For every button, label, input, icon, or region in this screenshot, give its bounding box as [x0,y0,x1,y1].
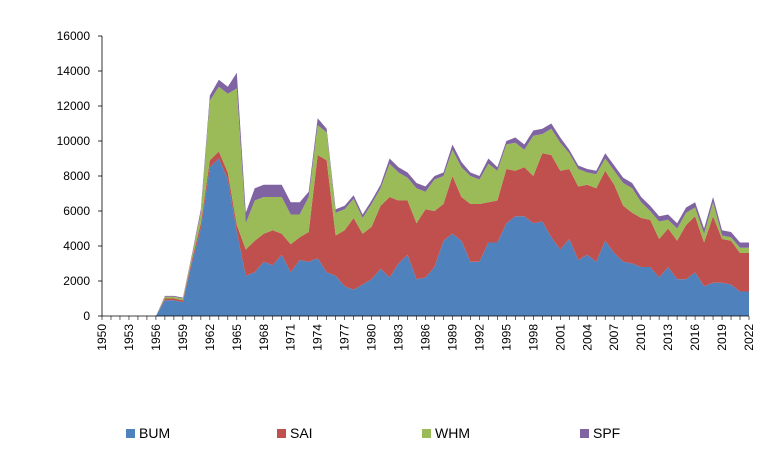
legend-swatch-whm [422,429,431,438]
x-tick-label: 1956 [149,324,163,351]
y-tick-label: 10000 [57,134,91,148]
legend-item-sai: SAI [277,425,313,441]
y-tick-label: 6000 [63,204,90,218]
x-tick-label: 1965 [230,324,244,351]
y-axis-ticks: 0 2000 4000 6000 8000 10000 12000 14000 16000 [57,29,102,323]
legend-label-whm: WHM [435,425,470,441]
x-tick-label: 2010 [634,324,648,351]
legend-item-bum: BUM [126,425,170,441]
x-axis-ticks: 1950 1953 1956 1959 1962 1965 1968 1971 1974 1977… [95,316,756,351]
area-series-sai [102,151,749,316]
x-tick-label: 1980 [365,324,379,351]
areas-layer [102,72,749,316]
x-tick-label: 2013 [661,324,675,351]
legend: BUM SAI WHM SPF [126,425,620,441]
area-series-whm [102,86,749,316]
legend-swatch-spf [580,429,589,438]
y-tick-label: 12000 [57,99,91,113]
x-tick-label: 2001 [553,324,567,351]
y-tick-label: 4000 [63,239,90,253]
legend-item-spf: SPF [580,425,620,441]
x-tick-label: 2019 [715,324,729,351]
x-tick-label: 1977 [338,324,352,351]
x-tick-label: 1983 [392,324,406,351]
legend-label-bum: BUM [139,425,170,441]
x-tick-label: 1989 [445,324,459,351]
x-tick-label: 1995 [499,324,513,351]
x-tick-label: 1974 [311,324,325,351]
x-tick-label: 1998 [526,324,540,351]
x-tick-label: 1953 [122,324,136,351]
x-tick-label: 1992 [472,324,486,351]
legend-swatch-sai [277,429,286,438]
x-tick-label: 1971 [284,324,298,351]
x-tick-label: 2007 [607,324,621,351]
x-tick-label: 2016 [688,324,702,351]
y-tick-label: 14000 [57,64,91,78]
y-tick-label: 0 [83,309,90,323]
legend-swatch-bum [126,429,135,438]
y-tick-label: 16000 [57,29,91,43]
x-tick-label: 2022 [742,324,756,351]
y-tick-label: 2000 [63,274,90,288]
area-series-bum [102,158,749,316]
legend-label-spf: SPF [593,425,620,441]
x-tick-label: 1950 [95,324,109,351]
legend-label-sai: SAI [290,425,313,441]
x-tick-label: 1968 [257,324,271,351]
x-tick-label: 1962 [203,324,217,351]
x-tick-label: 1959 [176,324,190,351]
x-tick-label: 2004 [580,324,594,351]
legend-item-whm: WHM [422,425,470,441]
y-tick-label: 8000 [63,169,90,183]
x-tick-label: 1986 [419,324,433,351]
